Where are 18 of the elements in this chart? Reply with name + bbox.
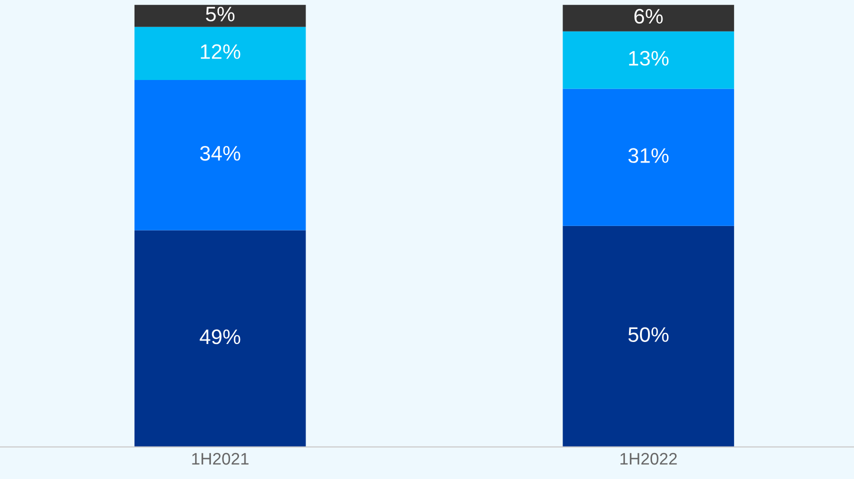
- bar: [562, 226, 734, 447]
- data-label: 50%: [628, 327, 669, 342]
- x-tick-label: 1H2022: [620, 452, 677, 465]
- data-label: 31%: [628, 148, 669, 163]
- bar: [134, 26, 306, 80]
- data-label: 12%: [200, 44, 240, 59]
- bar: [562, 4, 734, 32]
- data-label: 13%: [629, 50, 669, 66]
- data-label: 5%: [206, 6, 234, 22]
- data-label: 34%: [200, 146, 240, 161]
- bar: [134, 80, 306, 230]
- data-label: 6%: [634, 8, 663, 24]
- data-label: 49%: [200, 329, 240, 344]
- bar: [562, 88, 734, 226]
- bar: [134, 4, 306, 27]
- bar: [562, 31, 734, 89]
- bar: [134, 230, 306, 447]
- x-tick-label: 1H2021: [192, 452, 249, 465]
